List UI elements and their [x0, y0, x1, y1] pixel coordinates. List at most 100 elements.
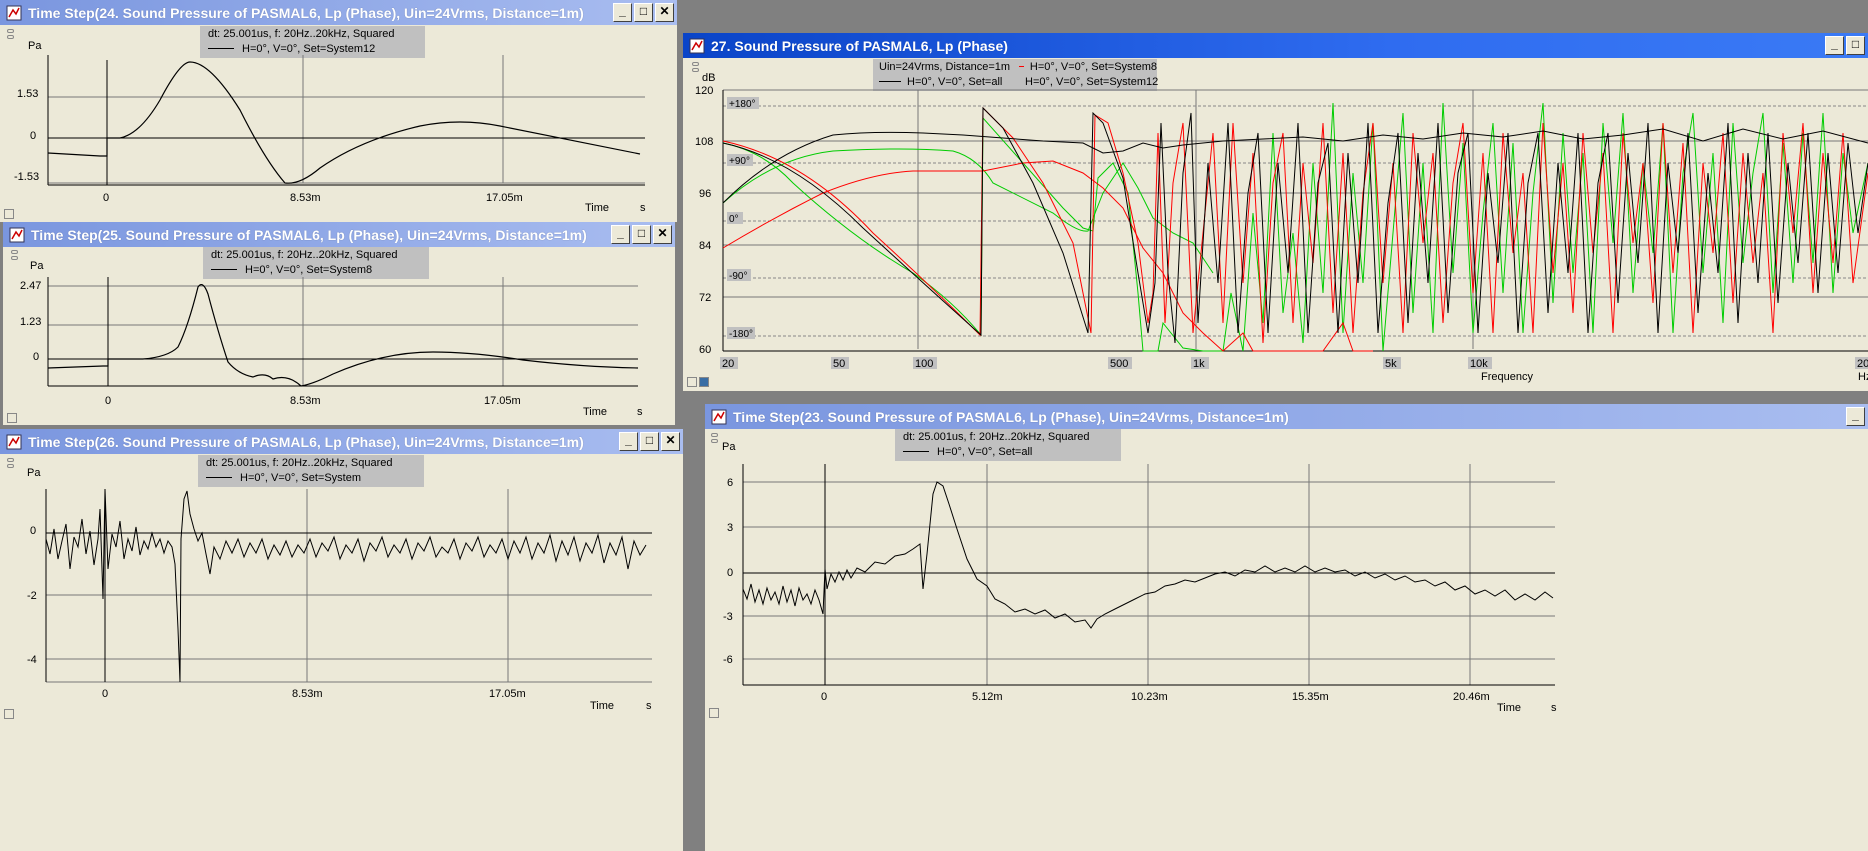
- close-button[interactable]: ✕: [661, 432, 680, 451]
- close-button[interactable]: ✕: [653, 225, 672, 244]
- window-title: 27. Sound Pressure of PASMAL6, Lp (Phase…: [711, 37, 1008, 54]
- y-tick-label: 1.53: [17, 88, 38, 100]
- series-line: [47, 284, 639, 387]
- x-axis-label: Time: [583, 406, 607, 418]
- y-tick-label: -6: [723, 654, 733, 666]
- plot-area[interactable]: 0 -2 -4 0 8.53m 17.05m Time s: [0, 429, 683, 851]
- titlebar[interactable]: Time Step(23. Sound Pressure of PASMAL6,…: [705, 404, 1868, 429]
- y-tick-label: 0: [727, 567, 733, 579]
- x-tick-label: 8.53m: [290, 395, 321, 407]
- y-tick-label: 84: [699, 240, 711, 252]
- resize-corner[interactable]: [4, 709, 14, 719]
- phase-tick-label: -90°: [729, 271, 747, 282]
- window-title: Time Step(25. Sound Pressure of PASMAL6,…: [31, 226, 587, 243]
- close-button[interactable]: ✕: [655, 3, 674, 22]
- x-tick-label: 17.05m: [486, 192, 523, 204]
- window-time-step-23[interactable]: Time Step(23. Sound Pressure of PASMAL6,…: [705, 404, 1868, 851]
- window-frequency-response-27[interactable]: 27. Sound Pressure of PASMAL6, Lp (Phase…: [683, 33, 1868, 391]
- window-time-step-24[interactable]: Time Step(24. Sound Pressure of PASMAL6,…: [0, 0, 677, 222]
- plot-area[interactable]: 6 3 0 -3 -6 0 5.12m 10.23m 15.35m 20.46m…: [705, 404, 1868, 851]
- y-tick-label: 1.23: [20, 316, 41, 328]
- chart-app-icon: [711, 409, 727, 424]
- color-toggle-icon[interactable]: [699, 377, 709, 387]
- y-unit: Pa: [722, 441, 736, 453]
- x-tick-label: 0: [105, 395, 111, 407]
- phase-tick-label: +180°: [729, 99, 756, 110]
- chart-app-icon: [6, 434, 22, 449]
- x-unit: s: [646, 700, 652, 712]
- legend-swatch-all: [879, 81, 901, 82]
- window-time-step-26[interactable]: Time Step(26. Sound Pressure of PASMAL6,…: [0, 429, 683, 851]
- legend-info: dt: 25.001us, f: 20Hz..20kHz, Squared: [208, 27, 395, 40]
- maximize-button[interactable]: □: [640, 432, 659, 451]
- y-tick-label: 0: [30, 525, 36, 537]
- minimize-button[interactable]: _: [1846, 407, 1865, 426]
- chart-app-icon: [689, 38, 705, 53]
- y-tick-label: -4: [27, 654, 37, 666]
- legend: dt: 25.001us, f: 20Hz..20kHz, Squared H=…: [203, 247, 429, 279]
- window-title: Time Step(23. Sound Pressure of PASMAL6,…: [733, 408, 1289, 425]
- legend-series: H=0°, V=0°, Set=System8: [245, 263, 373, 276]
- phase-tick-label: -180°: [729, 329, 753, 340]
- y-tick-label: -3: [723, 611, 733, 623]
- y-tick-label: 0: [30, 130, 36, 142]
- series-all: [722, 128, 1868, 204]
- frequency-plot-area[interactable]: 120 108 96 84 72 60 +180° +90° 0° -90° -…: [683, 33, 1868, 391]
- legend: Uin=24Vrms, Distance=1m H=0°, V=0°, Set=…: [873, 59, 1158, 91]
- scale-toggle-icon[interactable]: [691, 62, 700, 74]
- legend-info: dt: 25.001us, f: 20Hz..20kHz, Squared: [211, 248, 398, 261]
- scale-toggle-icon[interactable]: [6, 458, 15, 470]
- maximize-button[interactable]: □: [634, 3, 653, 22]
- window-time-step-25[interactable]: Time Step(25. Sound Pressure of PASMAL6,…: [3, 222, 675, 425]
- legend-swatch: [903, 451, 929, 452]
- x-unit: s: [1551, 702, 1557, 714]
- plot-area[interactable]: 2.47 1.23 0 0 8.53m 17.05m Time s: [3, 222, 675, 425]
- x-axis-label: Time: [1497, 702, 1521, 714]
- y-tick-label: 96: [699, 188, 711, 200]
- x-tick-label: 20: [722, 358, 734, 370]
- window-title: Time Step(24. Sound Pressure of PASMAL6,…: [28, 4, 584, 21]
- minimize-button[interactable]: _: [613, 3, 632, 22]
- y-tick-label: 0: [33, 351, 39, 363]
- series-system8: [722, 160, 1373, 352]
- minimize-button[interactable]: _: [611, 225, 630, 244]
- minimize-button[interactable]: _: [1825, 36, 1844, 55]
- legend: dt: 25.001us, f: 20Hz..20kHz, Squared H=…: [895, 429, 1121, 461]
- x-axis-label: Frequency: [1481, 371, 1533, 383]
- x-tick-label: 0: [102, 688, 108, 700]
- y-tick-label: 108: [695, 136, 713, 148]
- series-line: [47, 61, 641, 184]
- maximize-button[interactable]: □: [632, 225, 651, 244]
- legend-swatch-system8: [1019, 66, 1024, 67]
- legend-series: H=0°, V=0°, Set=System8: [1029, 60, 1157, 73]
- plot-area[interactable]: 1.53 0 -1.53 0 8.53m 17.05m Time s: [0, 0, 677, 222]
- x-tick-label: 17.05m: [484, 395, 521, 407]
- resize-corner[interactable]: [709, 708, 719, 718]
- resize-corner[interactable]: [687, 377, 697, 387]
- x-tick-label: 10.23m: [1131, 691, 1168, 703]
- x-tick-label: 50: [833, 358, 845, 370]
- series-line: [742, 481, 1554, 629]
- x-tick-label: 100: [915, 358, 933, 370]
- maximize-button[interactable]: □: [1846, 36, 1865, 55]
- legend-series: H=0°, V=0°, Set=System: [240, 471, 361, 484]
- y-unit: Pa: [28, 40, 42, 52]
- scale-toggle-icon[interactable]: [710, 433, 719, 445]
- titlebar[interactable]: 27. Sound Pressure of PASMAL6, Lp (Phase…: [683, 33, 1868, 58]
- resize-corner[interactable]: [7, 413, 17, 423]
- scale-toggle-icon[interactable]: [10, 250, 19, 262]
- y-unit: Pa: [27, 467, 41, 479]
- legend: dt: 25.001us, f: 20Hz..20kHz, Squared H=…: [200, 26, 425, 58]
- titlebar[interactable]: Time Step(24. Sound Pressure of PASMAL6,…: [0, 0, 677, 25]
- minimize-button[interactable]: _: [619, 432, 638, 451]
- resize-corner[interactable]: [4, 209, 14, 219]
- scale-toggle-icon[interactable]: [6, 29, 15, 41]
- legend-swatch: [208, 48, 234, 49]
- x-unit: Hz: [1858, 371, 1868, 383]
- x-unit: s: [637, 406, 643, 418]
- series-system12-magnitude: [722, 148, 1214, 274]
- y-unit: Pa: [30, 260, 44, 272]
- legend-series: H=0°, V=0°, Set=all: [907, 75, 1003, 88]
- titlebar[interactable]: Time Step(25. Sound Pressure of PASMAL6,…: [3, 222, 675, 247]
- titlebar[interactable]: Time Step(26. Sound Pressure of PASMAL6,…: [0, 429, 683, 454]
